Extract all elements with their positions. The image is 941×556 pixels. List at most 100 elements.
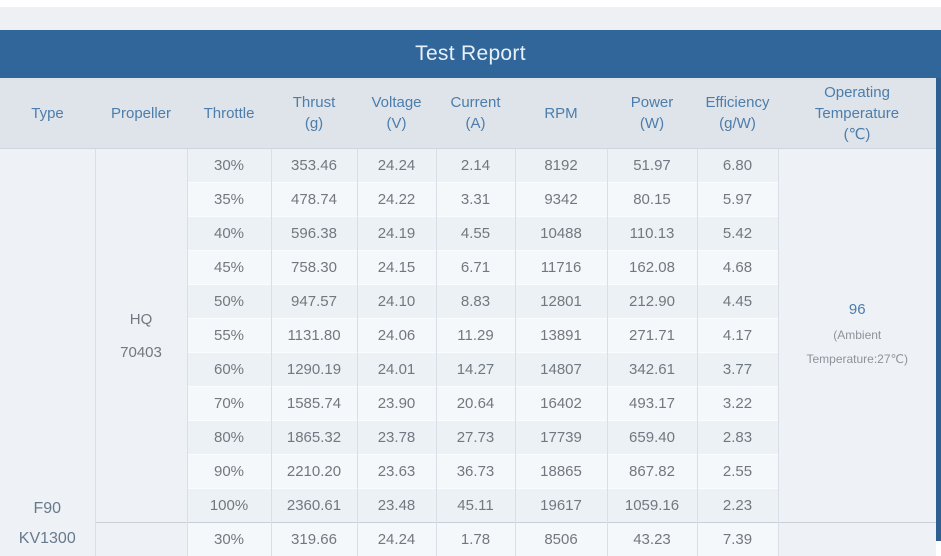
cell-thrust: 2210.20 [271, 455, 357, 489]
cell-power: 659.40 [607, 421, 697, 455]
cell-rpm: 14807 [515, 353, 607, 387]
cell-current: 45.11 [436, 489, 515, 523]
cell-current: 11.29 [436, 319, 515, 353]
cell-voltage: 24.06 [357, 319, 436, 353]
cell-thrust: 1290.19 [271, 353, 357, 387]
cell-thrust: 1865.32 [271, 421, 357, 455]
table-header: Type Propeller Throttle Thrust(g) Voltag… [0, 78, 936, 149]
cell-rpm: 17739 [515, 421, 607, 455]
cell-rpm: 11716 [515, 251, 607, 285]
cell-current: 4.55 [436, 217, 515, 251]
report-title: Test Report [415, 42, 526, 66]
header-row: Type Propeller Throttle Thrust(g) Voltag… [0, 78, 936, 149]
col-header-voltage: Voltage(V) [357, 78, 436, 149]
cell-power: 80.15 [607, 183, 697, 217]
cell-throttle: 50% [187, 285, 271, 319]
cell-current: 6.71 [436, 251, 515, 285]
col-header-propeller: Propeller [95, 78, 187, 149]
cell-power: 493.17 [607, 387, 697, 421]
cell-efficiency: 3.77 [697, 353, 778, 387]
cell-current: 20.64 [436, 387, 515, 421]
test-report-table: Type Propeller Throttle Thrust(g) Voltag… [0, 78, 936, 556]
cell-efficiency: 7.39 [697, 523, 778, 556]
page-background-band [0, 7, 941, 30]
cell-rpm: 19617 [515, 489, 607, 523]
cell-thrust: 478.74 [271, 183, 357, 217]
col-header-throttle: Throttle [187, 78, 271, 149]
cell-throttle: 30% [187, 523, 271, 556]
col-header-operating-temperature: Operating Temperature(℃) [778, 78, 936, 149]
cell-voltage: 23.78 [357, 421, 436, 455]
propeller-line: HQ [96, 303, 187, 336]
cell-voltage: 24.01 [357, 353, 436, 387]
cell-thrust: 353.46 [271, 149, 357, 183]
right-edge-strip [936, 78, 941, 541]
cell-throttle: 35% [187, 183, 271, 217]
col-header-rpm: RPM [515, 78, 607, 149]
cell-power: 43.23 [607, 523, 697, 556]
cell-throttle: 90% [187, 455, 271, 489]
cell-throttle: 55% [187, 319, 271, 353]
cell-power: 342.61 [607, 353, 697, 387]
cell-power: 867.82 [607, 455, 697, 489]
cell-current: 2.14 [436, 149, 515, 183]
operating-temp-cell-next-group [778, 523, 936, 556]
cell-rpm: 13891 [515, 319, 607, 353]
cell-efficiency: 6.80 [697, 149, 778, 183]
cell-voltage: 23.90 [357, 387, 436, 421]
cell-throttle: 45% [187, 251, 271, 285]
cell-voltage: 23.63 [357, 455, 436, 489]
cell-voltage: 24.15 [357, 251, 436, 285]
cell-voltage: 24.10 [357, 285, 436, 319]
type-line: F90 [0, 494, 95, 524]
cell-thrust: 319.66 [271, 523, 357, 556]
cell-current: 1.78 [436, 523, 515, 556]
cell-throttle: 80% [187, 421, 271, 455]
cell-power: 271.71 [607, 319, 697, 353]
col-header-efficiency: Efficiency(g/W) [697, 78, 778, 149]
cell-efficiency: 5.97 [697, 183, 778, 217]
cell-current: 8.83 [436, 285, 515, 319]
cell-efficiency: 4.17 [697, 319, 778, 353]
top-margin [0, 0, 941, 7]
cell-thrust: 596.38 [271, 217, 357, 251]
cell-thrust: 1585.74 [271, 387, 357, 421]
report-title-bar: Test Report [0, 30, 941, 78]
cell-thrust: 1131.80 [271, 319, 357, 353]
operating-temp-cell: 96 (Ambient Temperature:27℃) [778, 149, 936, 523]
cell-rpm: 9342 [515, 183, 607, 217]
col-header-current: Current(A) [436, 78, 515, 149]
cell-efficiency: 4.68 [697, 251, 778, 285]
cell-rpm: 8506 [515, 523, 607, 556]
cell-efficiency: 3.22 [697, 387, 778, 421]
cell-voltage: 24.24 [357, 149, 436, 183]
cell-thrust: 947.57 [271, 285, 357, 319]
cell-voltage: 24.19 [357, 217, 436, 251]
cell-throttle: 60% [187, 353, 271, 387]
col-header-type: Type [0, 78, 95, 149]
cell-rpm: 16402 [515, 387, 607, 421]
col-header-thrust: Thrust(g) [271, 78, 357, 149]
cell-efficiency: 2.55 [697, 455, 778, 489]
cell-current: 36.73 [436, 455, 515, 489]
cell-throttle: 70% [187, 387, 271, 421]
cell-rpm: 18865 [515, 455, 607, 489]
cell-rpm: 12801 [515, 285, 607, 319]
cell-thrust: 2360.61 [271, 489, 357, 523]
cell-throttle: 40% [187, 217, 271, 251]
cell-voltage: 23.48 [357, 489, 436, 523]
cell-rpm: 8192 [515, 149, 607, 183]
cell-efficiency: 2.23 [697, 489, 778, 523]
cell-efficiency: 2.83 [697, 421, 778, 455]
type-line: KV1300 [0, 524, 95, 554]
temp-note: (Ambient Temperature:27℃) [799, 323, 915, 371]
temp-value: 96 [779, 301, 937, 318]
propeller-cell-next-group [95, 523, 187, 556]
cell-current: 14.27 [436, 353, 515, 387]
cell-power: 162.08 [607, 251, 697, 285]
cell-thrust: 758.30 [271, 251, 357, 285]
